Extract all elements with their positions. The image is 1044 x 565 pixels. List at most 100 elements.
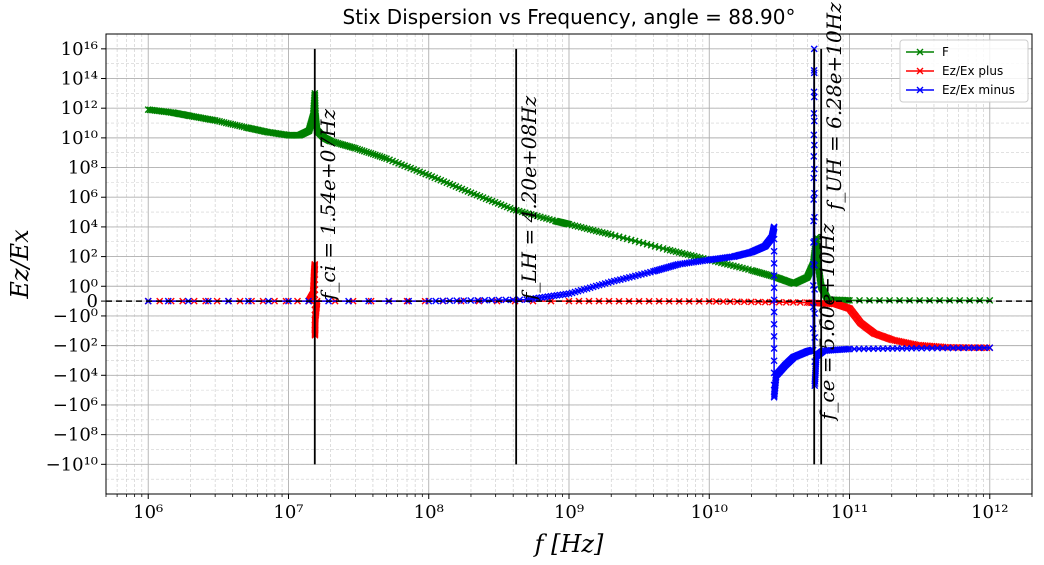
data-point-marker [844, 296, 852, 304]
data-point-marker [770, 320, 778, 328]
x-tick-label: 10⁸ [414, 502, 444, 523]
data-point-marker [761, 298, 769, 306]
data-point-marker [380, 154, 388, 162]
data-point-marker [655, 243, 663, 251]
data-point-marker [986, 344, 994, 352]
data-point-marker [844, 345, 852, 353]
y-tick-label: 10¹² [61, 98, 98, 119]
data-point-marker [975, 344, 983, 352]
data-point-marker [365, 149, 373, 157]
data-point-marker [782, 298, 790, 306]
data-point-marker [651, 242, 659, 250]
data-point-marker [350, 144, 358, 152]
vertical-line-label: f_ce = 5.60e+10Hz [815, 223, 839, 422]
data-point-marker [770, 357, 778, 365]
data-point-marker [639, 239, 647, 247]
data-point-marker [770, 259, 778, 267]
data-point-marker [770, 345, 778, 353]
data-point-marker [619, 234, 627, 242]
data-point-marker [371, 151, 379, 159]
data-point-marker [356, 146, 364, 154]
data-point-marker [770, 272, 778, 280]
data-point-marker [354, 145, 362, 153]
data-point-marker [970, 344, 978, 352]
legend-marker [916, 67, 924, 75]
data-point-marker [351, 144, 359, 152]
data-point-marker [747, 298, 755, 306]
data-point-marker [631, 237, 639, 245]
data-point-marker [378, 153, 386, 161]
vertical-line-label: f_UH = 6.28e+10Hz [822, 2, 846, 212]
data-point-marker [376, 152, 384, 160]
data-point-marker [607, 231, 615, 239]
x-tick-label: 10⁶ [133, 502, 163, 523]
vertical-lines-layer: f_ci = 1.54e+07Hz f_LH = 4.20e+08Hz f_ce =… [106, 2, 1032, 465]
y-tick-label: 10¹⁶ [61, 39, 98, 60]
data-point-marker [770, 284, 778, 292]
data-point-marker [719, 298, 727, 306]
data-point-marker [659, 244, 667, 252]
y-tick-label: 10⁰ [68, 276, 98, 297]
data-point-marker [770, 235, 778, 243]
y-tick-label: −10⁴ [53, 365, 98, 386]
x-tick-label: 10⁹ [554, 502, 584, 523]
data-point-marker [960, 344, 968, 352]
data-point-marker [360, 147, 368, 155]
legend-label: Ez/Ex plus [942, 64, 1003, 78]
data-point-marker [358, 146, 366, 154]
data-point-marker [770, 247, 778, 255]
data-point-marker [460, 297, 468, 305]
y-tick-label: 10⁶ [68, 187, 98, 208]
y-tick-label: −10⁸ [53, 425, 98, 446]
x-tick-label: 10⁷ [273, 502, 303, 523]
legend: F Ez/Ex plus Ez/Ex minus [899, 39, 1029, 103]
data-point-marker [363, 148, 371, 156]
data-point-marker [635, 238, 643, 246]
data-point-marker [770, 332, 778, 340]
data-point-marker [432, 297, 440, 305]
data-point-marker [918, 344, 926, 352]
y-tick-label: 0 [87, 291, 98, 312]
vertical-line-label: f_ci = 1.54e+07Hz [316, 109, 340, 302]
data-point-marker [923, 344, 931, 352]
x-tick-label: 10¹⁰ [691, 502, 728, 523]
ticks-layer: 10⁶ 10⁷ 10⁸ 10⁹ 10¹⁰ 10¹¹ 10¹² 10¹⁶ 10¹⁴ 10¹² 10¹⁰… [46, 39, 1033, 523]
data-point-marker [481, 296, 489, 304]
legend-box [899, 39, 1029, 103]
data-point-marker [369, 150, 377, 158]
data-point-marker [754, 298, 762, 306]
data-point-marker [949, 344, 957, 352]
y-tick-label: −10⁶ [53, 395, 98, 416]
data-point-marker [495, 296, 503, 304]
legend-marker [916, 86, 924, 94]
data-point-marker [374, 152, 382, 160]
chart-title: Stix Dispersion vs Frequency, angle = 88… [343, 5, 796, 29]
data-point-marker [810, 45, 818, 53]
data-point-marker [623, 235, 631, 243]
data-point-marker [611, 232, 619, 240]
x-tick-label: 10¹¹ [831, 502, 868, 523]
data-point-marker [944, 344, 952, 352]
data-point-marker [809, 303, 817, 311]
data-point-marker [912, 344, 920, 352]
y-tick-label: −10² [53, 336, 98, 357]
data-point-marker [954, 344, 962, 352]
data-point-marker [643, 240, 651, 248]
data-point-marker [488, 296, 496, 304]
data-point-marker [615, 233, 623, 241]
data-point-marker [627, 236, 635, 244]
data-point-marker [439, 297, 447, 305]
y-tick-label: 10¹⁴ [61, 69, 98, 90]
legend-label: F [942, 45, 949, 59]
data-point-marker [939, 344, 947, 352]
data-point-marker [933, 344, 941, 352]
data-point-marker [647, 241, 655, 249]
x-axis-label: f [Hz] [533, 530, 604, 558]
data-point-marker [770, 308, 778, 316]
y-tick-label: −10⁰ [53, 306, 98, 327]
series-markers-0 [144, 89, 994, 304]
data-point-marker [809, 325, 817, 333]
y-tick-label: 10⁴ [68, 217, 98, 238]
